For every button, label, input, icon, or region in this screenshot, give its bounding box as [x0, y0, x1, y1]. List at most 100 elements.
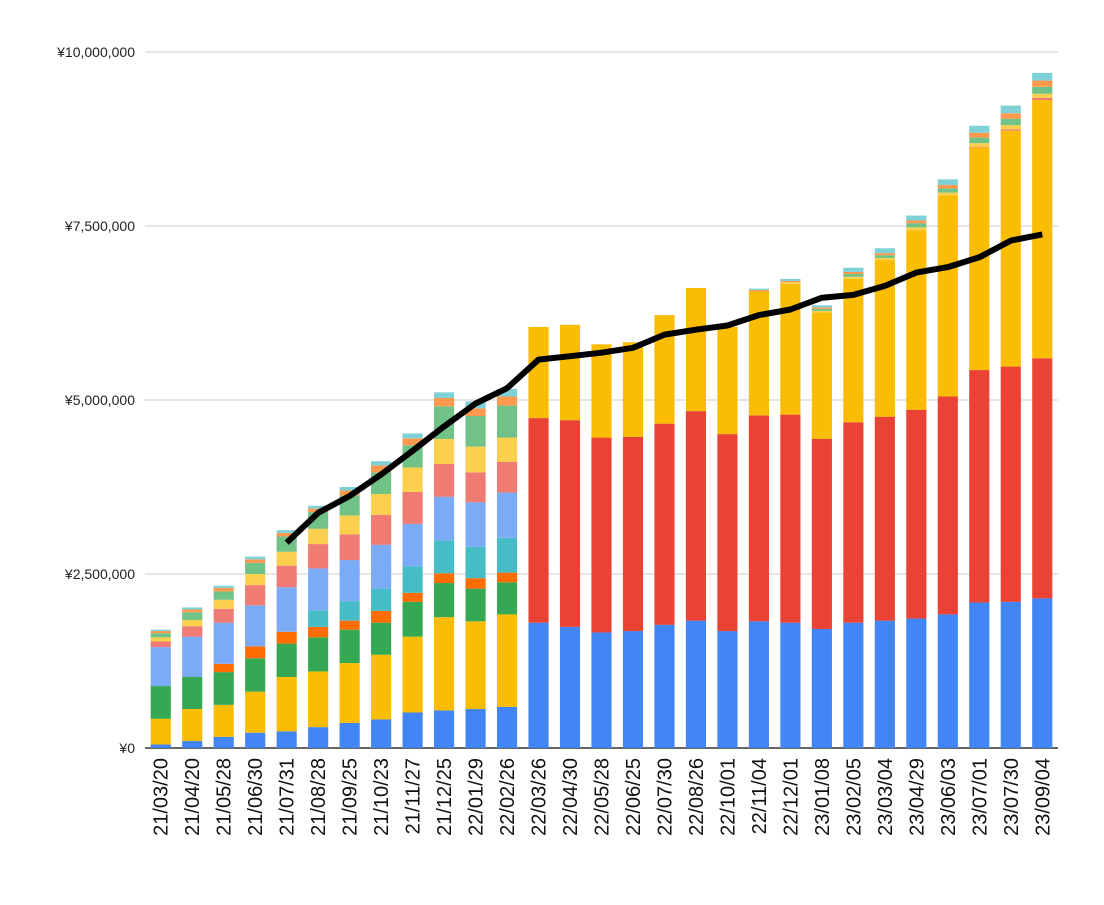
- bar-segment: [371, 719, 392, 748]
- bar-segment: [1032, 100, 1053, 359]
- bar-segment: [1000, 601, 1021, 748]
- bar-segment: [371, 588, 392, 611]
- bar-segment: [622, 436, 644, 632]
- bar-segment: [811, 628, 832, 748]
- bar-segment: [559, 626, 581, 748]
- bar-segment: [937, 184, 958, 189]
- bar-segment: [874, 260, 895, 417]
- bar-segment: [245, 556, 266, 560]
- bar-segment: [402, 636, 423, 713]
- y-axis-tick-labels: ¥0 ¥2,500,000 ¥5,000,000 ¥7,500,000 ¥10,000,…: [56, 44, 135, 756]
- bar-segment: [969, 132, 990, 138]
- bar-segment: [213, 591, 234, 600]
- bar-segment: [591, 437, 612, 633]
- x-tick-label: 21/08/28: [308, 758, 330, 836]
- bar-segment: [811, 310, 832, 313]
- x-tick-label: 21/07/31: [277, 758, 299, 836]
- bar-segment: [276, 532, 297, 537]
- bar-segment: [1000, 129, 1021, 131]
- bar-segment: [182, 612, 203, 620]
- line-series: [284, 231, 1043, 545]
- bar-segment: [1032, 80, 1053, 87]
- bar-segment: [465, 416, 486, 447]
- x-tick-label: 21/04/20: [182, 758, 204, 836]
- bar-segment: [874, 620, 895, 748]
- y-tick-label: ¥10,000,000: [56, 44, 135, 60]
- bar-segment: [969, 137, 990, 144]
- x-tick-label: 21/09/25: [340, 758, 362, 836]
- bar-segment: [150, 631, 171, 634]
- x-tick-label: 23/07/01: [969, 758, 991, 836]
- bar-segment: [465, 446, 486, 473]
- bar-segment: [371, 610, 392, 623]
- x-tick-label: 21/05/28: [214, 758, 236, 836]
- bar-segment: [245, 691, 266, 733]
- bar-segment: [434, 397, 455, 407]
- bar-segment: [906, 618, 927, 748]
- bar-segment: [371, 654, 392, 720]
- bar-segment: [685, 620, 707, 748]
- bar-segment: [182, 636, 203, 678]
- bar-segment: [434, 583, 455, 618]
- bar-segment: [874, 248, 895, 254]
- bar-segment: [685, 287, 707, 412]
- bar-segment: [843, 278, 864, 423]
- bar-segment: [654, 423, 675, 625]
- bar-segment: [465, 472, 486, 503]
- bar-segment: [906, 220, 927, 224]
- bar-segment: [1000, 130, 1021, 367]
- bar-segment: [654, 624, 675, 748]
- bar-segment: [685, 411, 707, 621]
- bar-segment: [182, 677, 203, 710]
- bar-segment: [434, 573, 455, 584]
- bar-segment: [843, 422, 864, 623]
- bar-segment: [811, 438, 832, 629]
- bar-segment: [402, 433, 423, 439]
- bar-segment: [339, 515, 360, 535]
- bar-segment: [371, 544, 392, 589]
- bar-segment: [150, 637, 171, 642]
- bar-segment: [182, 609, 203, 613]
- bar-segment: [276, 565, 297, 588]
- x-tick-label: 23/04/29: [906, 758, 928, 836]
- bar-segment: [811, 307, 832, 309]
- bar-segment: [213, 599, 234, 609]
- x-tick-label: 22/10/01: [717, 758, 739, 836]
- bar-segment: [339, 629, 360, 664]
- bar-segment: [276, 587, 297, 632]
- bar-segment: [748, 415, 769, 622]
- bar-segment: [906, 215, 927, 221]
- bar-segment: [496, 461, 518, 493]
- bar-segment: [213, 663, 234, 673]
- bar-segment: [748, 621, 769, 748]
- bar-segment: [1000, 366, 1021, 602]
- bar-segment: [308, 637, 329, 672]
- bar-segment: [1032, 86, 1053, 94]
- bar-segment: [496, 582, 518, 615]
- bar-segment: [874, 255, 895, 259]
- bar-segment: [843, 271, 864, 275]
- bar-segment: [528, 418, 549, 623]
- x-tick-label: 22/12/01: [780, 758, 802, 836]
- bar-segment: [150, 686, 171, 719]
- bar-segment: [906, 409, 927, 619]
- bar-segment: [213, 587, 234, 592]
- bar-segment: [780, 282, 801, 284]
- bar-segment: [150, 633, 171, 638]
- bar-segment: [906, 223, 927, 228]
- bar-segment: [150, 629, 171, 632]
- bar-segment: [969, 370, 990, 603]
- x-tick-label: 23/07/30: [1001, 758, 1023, 836]
- bar-segment: [402, 566, 423, 593]
- bar-segment: [245, 658, 266, 692]
- bar-segment: [213, 736, 234, 748]
- x-tick-label: 23/02/05: [843, 758, 865, 836]
- bar-segment: [748, 288, 769, 291]
- bar-segment: [245, 585, 266, 606]
- bar-segment: [308, 505, 329, 509]
- bar-segment: [969, 143, 990, 147]
- bar-segment: [874, 416, 895, 621]
- bar-segment: [402, 592, 423, 602]
- bar-segment: [874, 258, 895, 261]
